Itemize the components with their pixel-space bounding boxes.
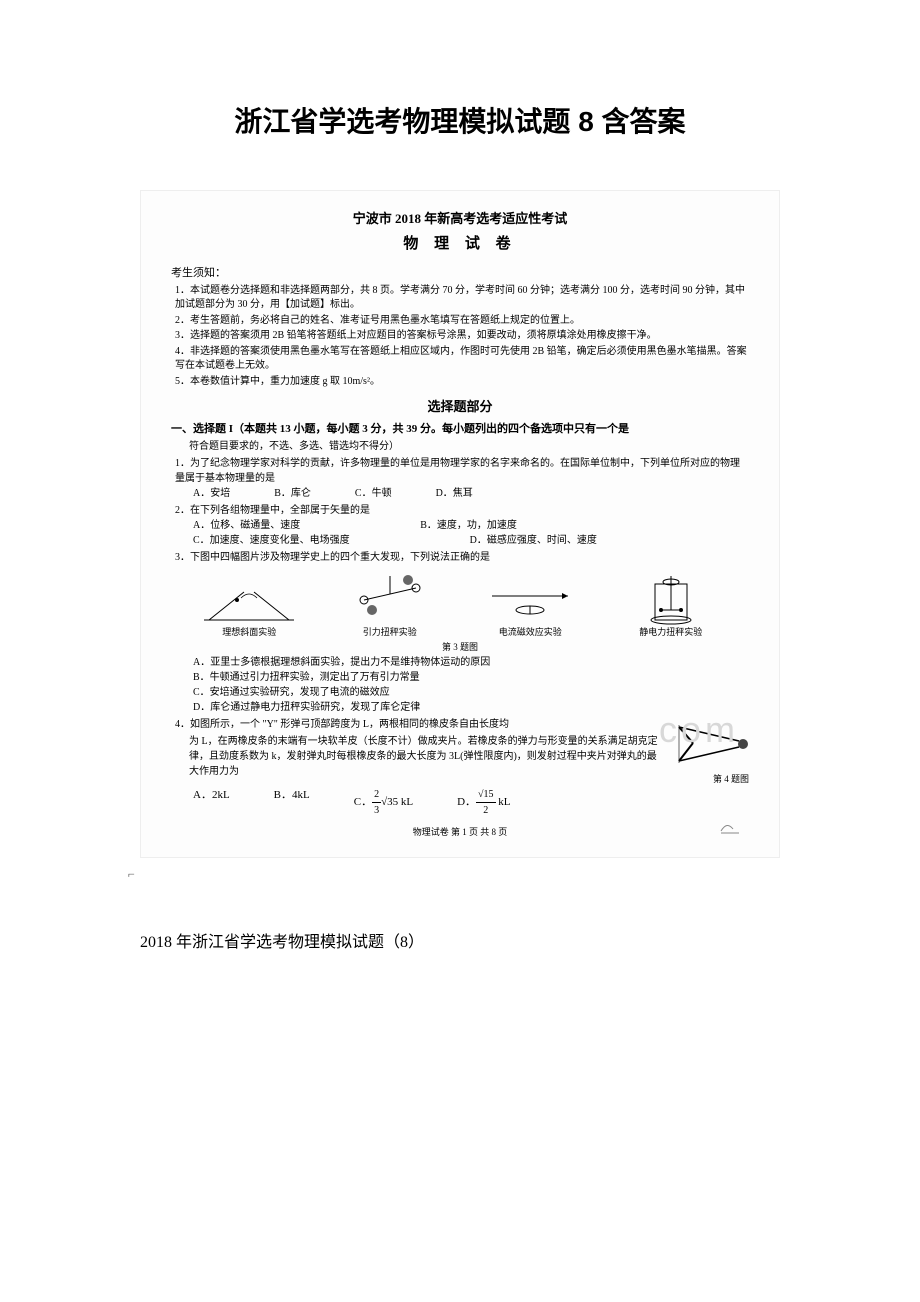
q1-opt-a: A．安培	[193, 486, 230, 501]
diagram-label-1: 理想斜面实验	[199, 626, 299, 640]
notice-title: 考生须知：	[171, 265, 749, 282]
q3-opt-a: A．亚里士多德根据理想斜面实验，提出力不是维持物体运动的原因	[193, 655, 749, 670]
q2-opt-b: B．速度，功，加速度	[420, 518, 517, 533]
question-group-subtitle: 符合题目要求的，不选、多选、错选均不得分）	[171, 439, 749, 454]
current-magnetic-icon	[480, 570, 580, 626]
q2-opt-c: C．加速度、速度变化量、电场强度	[193, 533, 350, 548]
diagram-torsion-balance: 引力扭秤实验	[340, 570, 440, 640]
question-4-figure-label: 第 4 题图	[713, 773, 749, 787]
question-3-diagrams: 理想斜面实验 引力扭秤实验	[179, 571, 741, 639]
diagram-label-4: 静电力扭秤实验	[621, 626, 721, 640]
question-group-title: 一、选择题 I（本题共 13 小题，每小题 3 分，共 39 分。每小题列出的四…	[171, 421, 749, 438]
question-4-options: A．2kL B．4kL C．23√35 kL D．√152 kL	[171, 787, 749, 818]
q1-opt-c: C．牛顿	[355, 486, 392, 501]
diagram-label-3: 电流磁效应实验	[480, 626, 580, 640]
footer-decor-icon	[719, 817, 741, 835]
notice-item: 2．考生答题前，务必将自己的姓名、准考证号用黑色墨水笔填写在答题纸上规定的位置上…	[175, 314, 749, 329]
torsion-balance-icon	[340, 570, 440, 626]
document-main-title: 浙江省学选考物理模拟试题 8 含答案	[140, 100, 780, 140]
electrostatic-torsion-icon	[621, 570, 721, 626]
question-3-stem: 3．下图中四幅图片涉及物理学史上的四个重大发现，下列说法正确的是	[171, 550, 749, 565]
diagram-inclined-plane: 理想斜面实验	[199, 570, 299, 640]
question-1-stem: 1．为了纪念物理学家对科学的贡献，许多物理量的单位是用物理学家的名字来命名的。在…	[171, 456, 749, 486]
embedded-page-footer: 物理试卷 第 1 页 共 8 页	[171, 826, 749, 840]
notice-item: 5．本卷数值计算中，重力加速度 g 取 10m/s²。	[175, 375, 749, 390]
exam-subject-title: 物 理 试 卷	[171, 233, 749, 256]
q4-opt-c: C．23√35 kL	[354, 787, 413, 818]
watermark-text: .com	[645, 703, 739, 757]
diagram-label-2: 引力扭秤实验	[340, 626, 440, 640]
q4-opt-d: D．√152 kL	[457, 787, 510, 818]
question-3-caption: 第 3 题图	[171, 641, 749, 655]
embedded-exam-page: 宁波市 2018 年新高考选考适应性考试 物 理 试 卷 考生须知： 1．本试题…	[140, 190, 780, 858]
crop-mark-icon: ⌐	[128, 867, 135, 882]
question-2-stem: 2．在下列各组物理量中，全部属于矢量的是	[171, 503, 749, 518]
diagram-current-magnetic: 电流磁效应实验	[480, 570, 580, 640]
q3-opt-b: B．牛顿通过引力扭秤实验，测定出了万有引力常量	[193, 670, 749, 685]
question-2-options: A．位移、磁通量、速度 B．速度，功，加速度 C．加速度、速度变化量、电场强度 …	[171, 518, 749, 548]
q1-opt-b: B．库仑	[274, 486, 311, 501]
notice-item: 3．选择题的答案须用 2B 铅笔将答题纸上对应题目的答案标号涂黑，如要改动，须将…	[175, 329, 749, 344]
q4-opt-a: A．2kL	[193, 787, 230, 818]
question-1-options: A．安培 B．库仑 C．牛顿 D．焦耳	[171, 486, 749, 501]
q4-opt-b: B．4kL	[274, 787, 310, 818]
inclined-plane-icon	[199, 570, 299, 626]
section-title: 选择题部分	[171, 397, 749, 417]
notice-list: 1．本试题卷分选择题和非选择题两部分，共 8 页。学考满分 70 分，学考时间 …	[171, 284, 749, 390]
diagram-electrostatic-torsion: 静电力扭秤实验	[621, 570, 721, 640]
exam-city-header: 宁波市 2018 年新高考选考适应性考试	[171, 209, 749, 229]
q2-opt-d: D．磁感应强度、时间、速度	[470, 533, 597, 548]
lower-caption: 2018 年浙江省学选考物理模拟试题（8）	[140, 928, 780, 952]
q1-opt-d: D．焦耳	[436, 486, 473, 501]
q2-opt-a: A．位移、磁通量、速度	[193, 518, 300, 533]
notice-item: 1．本试题卷分选择题和非选择题两部分，共 8 页。学考满分 70 分，学考时间 …	[175, 284, 749, 313]
notice-item: 4．非选择题的答案须使用黑色墨水笔写在答题纸上相应区域内，作图时可先使用 2B …	[175, 345, 749, 374]
q3-opt-c: C．安培通过实验研究，发现了电流的磁效应	[193, 685, 749, 700]
